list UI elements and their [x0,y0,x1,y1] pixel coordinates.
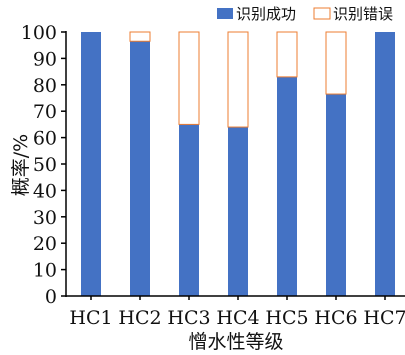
bar-hc1-success [81,32,101,296]
y-tick-label: 90 [33,48,57,70]
bar-hc4-error [227,31,249,128]
bar-hc5-success [277,76,297,296]
bar-hc6-error [325,31,347,95]
bar-hc7-success [375,32,395,296]
legend-label-success: 识别成功 [236,5,296,23]
axes: HC1 HC2 HC3 HC4 HC5 HC6 HC7 0 10 20 30 40 50 60 70 80 90… [21,22,405,329]
y-tick-label: 100 [21,22,57,44]
legend-label-error: 识别错误 [333,5,393,23]
y-tick-label: 40 [33,180,57,202]
x-axis-title: 憎水性等级 [188,331,283,353]
y-tick-label: 70 [33,101,57,123]
legend: 识别成功 识别错误 [217,5,393,23]
y-tick-label: 20 [33,233,57,255]
y-tick-label: 30 [33,207,57,229]
x-tick-label: HC3 [167,307,210,329]
y-tick-label: 0 [45,286,57,308]
bar-hc5-error [276,31,298,78]
y-tick-label: 10 [33,260,57,282]
y-tick-label: 60 [33,128,57,150]
x-tick-label: HC2 [118,307,161,329]
bar-hc4-success [228,127,248,296]
bars [81,31,395,297]
y-axis-title: 概率/% [10,134,32,196]
bar-hc6-success [326,94,346,296]
legend-swatch-success [217,8,233,19]
x-tick-label: HC5 [265,307,308,329]
x-tick-label: HC4 [216,307,259,329]
y-tick-label: 80 [33,75,57,97]
bar-hc3-error [178,31,200,125]
bar-hc2-success [130,41,150,296]
bar-hc3-success [179,124,199,297]
x-tick-label: HC1 [69,307,112,329]
y-tick-label: 50 [33,154,57,176]
x-tick-label: HC7 [363,307,405,329]
bar-hc2-error [129,31,151,42]
x-tick-label: HC6 [314,307,357,329]
legend-swatch-error [313,7,331,20]
